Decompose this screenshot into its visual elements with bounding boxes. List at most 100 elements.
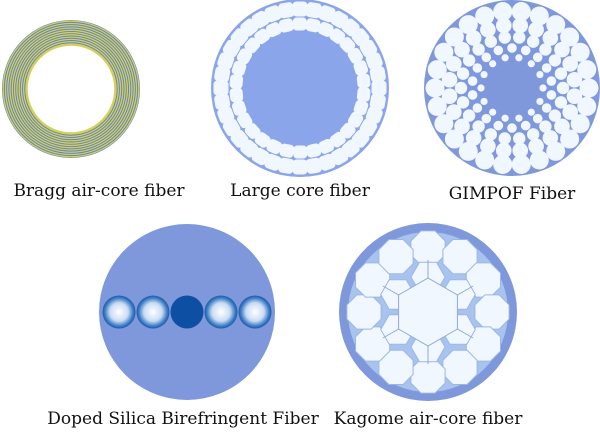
large-core-hole: [351, 28, 370, 47]
kagome-outer-cell: [410, 230, 446, 266]
gimpof-hole: [560, 129, 580, 149]
gimpof-hole: [456, 67, 470, 80]
gimpof-hole: [475, 6, 495, 26]
gimpof-hole: [570, 42, 590, 62]
large-core-hole: [230, 129, 249, 148]
large-core-hole: [251, 10, 270, 29]
large-core-hole: [240, 18, 259, 37]
gimpof-hole: [480, 138, 496, 155]
gimpof-hole: [454, 81, 468, 95]
gimpof-hole: [529, 150, 549, 170]
large-core-hole: [356, 73, 371, 89]
bragg-ring: [11, 29, 131, 149]
gimpof-hole: [539, 43, 552, 56]
kagome-outer-cell: [442, 239, 478, 275]
gimpof-hole: [566, 71, 583, 88]
gimpof-hole: [475, 150, 495, 170]
large-core-hole: [254, 132, 271, 148]
gimpof-hole: [562, 56, 579, 72]
gimpof-hole: [529, 6, 549, 26]
kagome-fiber-label: Kagome air-core fiber: [333, 409, 523, 429]
gimpof-hole: [498, 132, 511, 145]
gimpof-hole: [532, 113, 543, 124]
gimpof-hole: [577, 96, 597, 116]
large-core-hole: [264, 5, 282, 23]
kagome-outer-cell: [474, 294, 510, 330]
doped-silica-stress-rod: [136, 295, 170, 329]
large-core-hole: [278, 2, 295, 19]
kagome-fiber-cross-section: [339, 223, 517, 401]
gimpof-hole: [579, 78, 599, 98]
gimpof-hole: [513, 31, 526, 44]
gimpof-hole: [512, 17, 529, 34]
gimpof-hole: [489, 60, 497, 68]
gimpof-hole: [441, 88, 458, 105]
large-core-hole: [329, 131, 346, 148]
gimpof-hole: [511, 2, 531, 22]
gimpof-hole: [554, 41, 570, 58]
gimpof-hole: [501, 54, 509, 62]
large-core-hole: [353, 60, 369, 76]
large-core-hole: [371, 80, 387, 96]
gimpof-hole: [542, 130, 559, 146]
doped-silica-fiber-cross-section: [99, 224, 275, 400]
large-core-fiber-label: Large core fiber: [230, 181, 370, 201]
gimpof-hole: [481, 113, 492, 124]
kagome-strut: [382, 285, 399, 296]
gimpof-hole: [527, 108, 535, 116]
large-core-hole: [217, 106, 235, 124]
gimpof-hole: [511, 154, 531, 174]
gimpof-hole: [480, 97, 488, 106]
kagome-outer-cell: [410, 358, 446, 394]
large-core-hole: [306, 143, 322, 158]
gimpof-hole: [526, 35, 540, 48]
large-core-hole: [305, 18, 321, 33]
gimpof-hole: [484, 128, 498, 141]
kagome-outer-cell: [442, 349, 478, 385]
bragg-fiber-label: Bragg air-core fiber: [13, 181, 185, 201]
gimpof-hole: [520, 120, 531, 131]
large-core-hole: [266, 139, 282, 155]
gimpof-hole: [577, 60, 597, 80]
large-core-hole: [330, 10, 349, 29]
large-core-hole: [341, 139, 360, 158]
large-core-hole: [237, 112, 253, 129]
gimpof-hole: [546, 15, 566, 35]
large-core-hole: [231, 100, 247, 116]
gimpof-hole: [562, 104, 579, 120]
kagome-strut: [457, 285, 474, 296]
gimpof-hole: [548, 109, 562, 122]
large-core-hole: [330, 147, 349, 166]
gimpof-hole: [515, 54, 523, 62]
large-core-hole: [231, 60, 247, 77]
bragg-fiber-cross-section: [2, 20, 140, 158]
gimpof-hole: [528, 21, 544, 38]
large-core-hole: [356, 87, 371, 102]
large-core-hole: [347, 111, 364, 128]
gimpof-hole: [458, 15, 478, 35]
gimpof-hole: [445, 104, 462, 120]
large-core-hole: [292, 17, 307, 31]
gimpof-hole: [489, 108, 497, 116]
doped-silica-stress-rod: [238, 295, 272, 329]
large-core-hole: [292, 159, 308, 175]
gimpof-hole: [454, 41, 470, 58]
kagome-outer-cell: [346, 294, 382, 330]
gimpof-hole: [566, 88, 583, 105]
gimpof-hole: [445, 56, 462, 72]
large-core-hole: [254, 28, 271, 45]
large-core-hole: [365, 52, 383, 70]
doped-silica-stress-rod: [204, 295, 238, 329]
gimpof-hole: [495, 142, 512, 159]
gimpof-hole: [472, 120, 485, 133]
large-core-hole: [214, 93, 231, 110]
gimpof-hole: [427, 60, 447, 80]
gimpof-hole: [541, 63, 552, 73]
gimpof-hole: [546, 76, 557, 86]
large-core-hole: [244, 123, 261, 139]
gimpof-hole: [528, 138, 544, 155]
gimpof-hole: [493, 120, 504, 131]
gimpof-hole: [427, 96, 447, 116]
